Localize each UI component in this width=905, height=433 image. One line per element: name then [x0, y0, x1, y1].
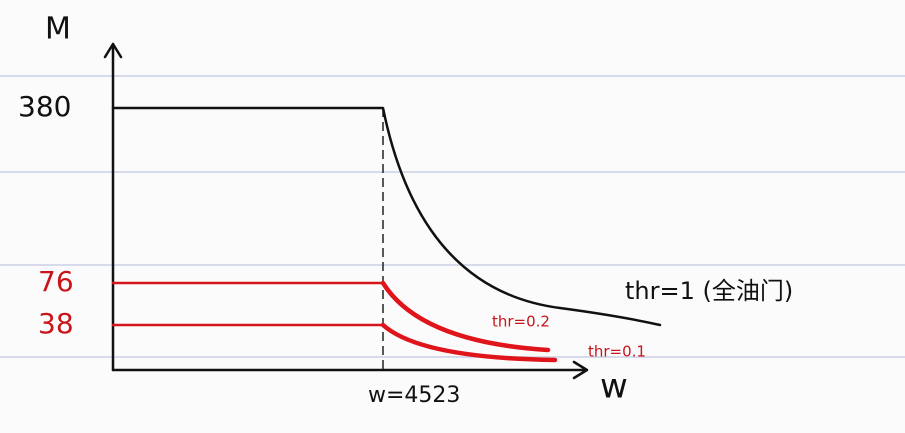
curve-label: thr=0.2 [492, 313, 550, 331]
x-marker-label: w=4523 [368, 383, 460, 408]
y-tick-label: 380 [18, 90, 71, 123]
y-tick-label: 76 [38, 265, 74, 298]
y-axis-label: M [45, 12, 71, 47]
curve-thr-0-1-decay [380, 322, 558, 363]
x-axis-label: w [600, 367, 628, 407]
x-axis [111, 360, 589, 380]
curve-full-throttle [111, 106, 662, 327]
curve-label: thr=1 (全油门) [625, 277, 793, 305]
y-tick-label: 38 [38, 307, 74, 340]
y-axis [103, 42, 123, 372]
curve-label: thr=0.1 [588, 343, 646, 361]
curve-thr-0-2-decay [380, 280, 551, 353]
